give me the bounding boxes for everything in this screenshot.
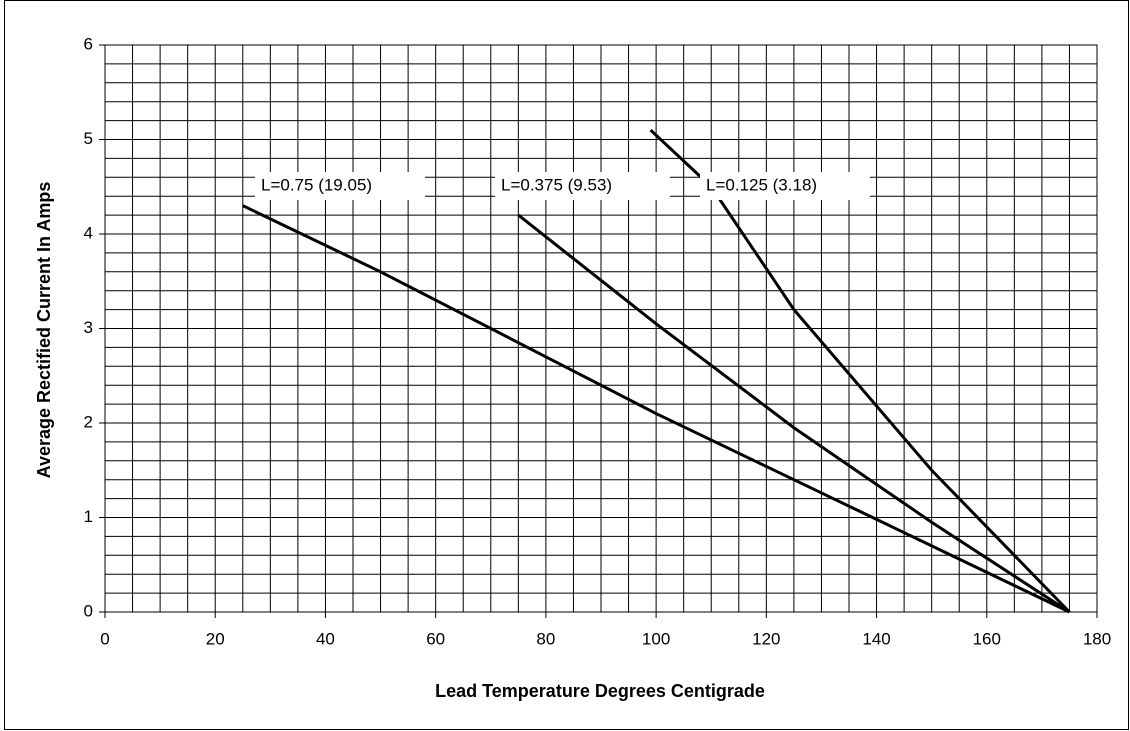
x-tick-label: 80 bbox=[536, 629, 555, 648]
y-tick-label: 1 bbox=[84, 507, 93, 526]
y-tick-label: 4 bbox=[84, 223, 93, 242]
plot-border bbox=[104, 44, 1098, 613]
chart-frame bbox=[4, 0, 1129, 730]
line-label: L=0.125 (3.18) bbox=[706, 175, 817, 194]
x-tick-label: 100 bbox=[642, 629, 670, 648]
y-tick-label: 5 bbox=[84, 129, 93, 148]
y-tick-label: 2 bbox=[84, 412, 93, 431]
x-tick-label: 160 bbox=[973, 629, 1001, 648]
line-label-box bbox=[495, 172, 670, 200]
x-tick-label: 40 bbox=[316, 629, 335, 648]
y-tick-label: 0 bbox=[84, 601, 93, 620]
y-tick-label: 3 bbox=[84, 318, 93, 337]
line-label: L=0.75 (19.05) bbox=[261, 175, 372, 194]
line-label-box bbox=[255, 172, 425, 200]
series-line bbox=[649, 128, 1071, 614]
series-line bbox=[517, 213, 1071, 614]
y-tick-label: 6 bbox=[84, 34, 93, 53]
y-axis-label: Average Rectified Current In Amps bbox=[34, 182, 54, 479]
x-tick-label: 140 bbox=[862, 629, 890, 648]
line-label-box bbox=[700, 172, 870, 200]
x-tick-label: 0 bbox=[100, 629, 109, 648]
x-tick-label: 120 bbox=[752, 629, 780, 648]
x-tick-label: 180 bbox=[1083, 629, 1111, 648]
x-axis-label: Lead Temperature Degrees Centigrade bbox=[435, 681, 765, 701]
x-tick-label: 60 bbox=[426, 629, 445, 648]
x-tick-label: 20 bbox=[206, 629, 225, 648]
series-line bbox=[242, 204, 1071, 614]
line-label: L=0.375 (9.53) bbox=[501, 175, 612, 194]
